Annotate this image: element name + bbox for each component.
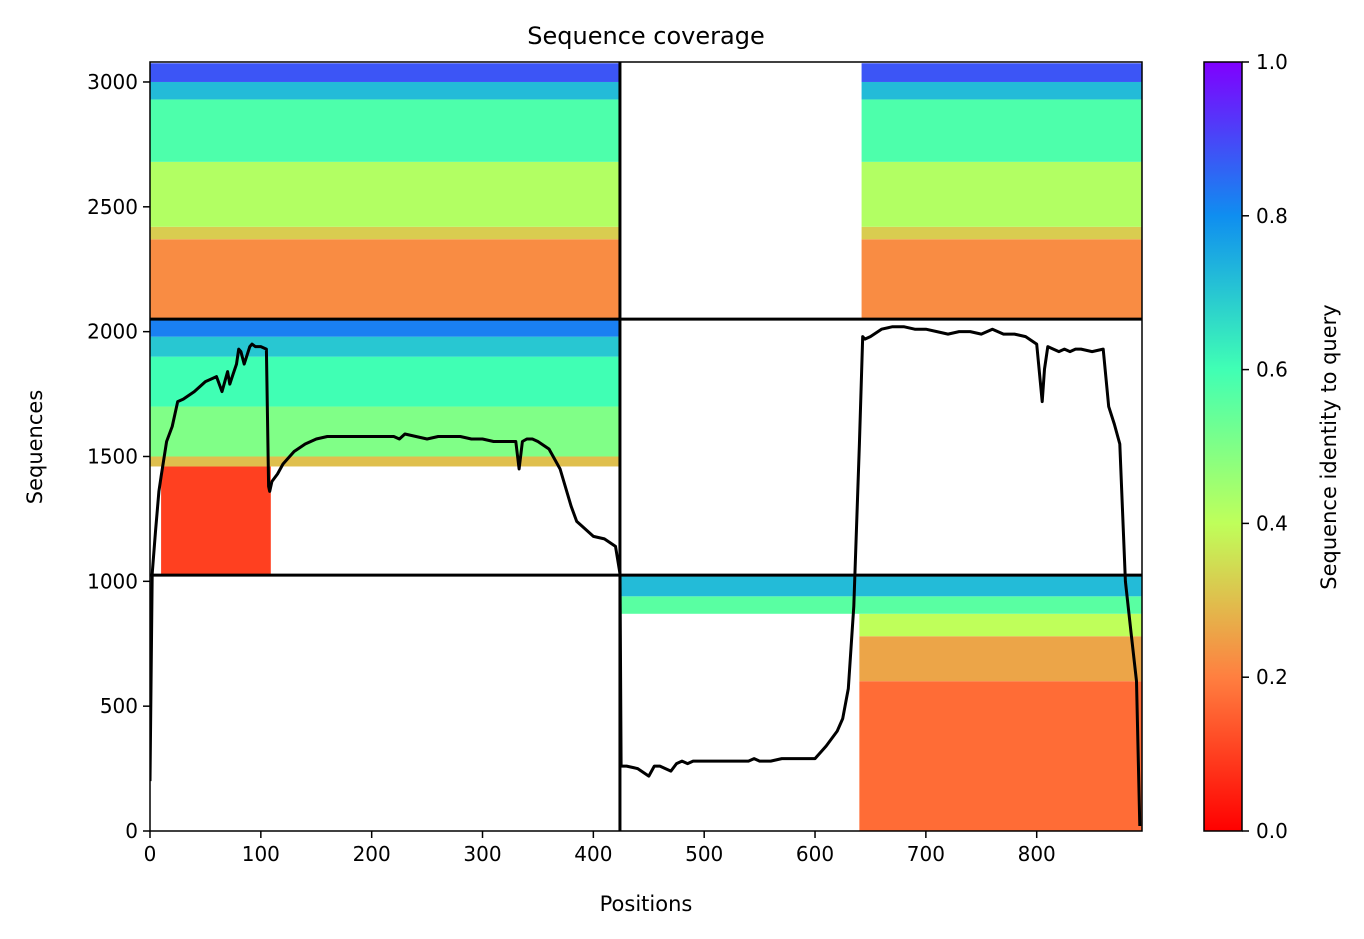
x-tick-label: 0 [144, 842, 157, 866]
x-tick-label: 300 [463, 842, 501, 866]
colorbar: 0.0 0.2 0.4 0.6 0.8 1.0 Sequence identity to … [1203, 50, 1341, 843]
identity-band [150, 319, 620, 337]
x-tick-label: 200 [353, 842, 391, 866]
identity-band [859, 681, 1142, 831]
colorbar-tick-label: 0.6 [1256, 358, 1288, 382]
identity-band [861, 81, 1142, 100]
identity-band [619, 575, 1142, 597]
y-tick-label: 3000 [87, 70, 138, 94]
identity-band [861, 63, 1142, 82]
chart-title: Sequence coverage [527, 22, 764, 50]
identity-band [861, 161, 1142, 227]
x-tick-label: 500 [685, 842, 723, 866]
colorbar-gradient [1203, 61, 1243, 832]
y-axis: 0 500 1000 1500 2000 2500 3000 [87, 70, 150, 843]
identity-band [861, 99, 1142, 162]
plot-frame [149, 61, 1143, 832]
identity-band [161, 466, 271, 576]
identity-band [150, 161, 620, 227]
x-axis: 0 100 200 300 400 500 600 700 800 [144, 831, 1056, 866]
identity-band [861, 239, 1142, 320]
identity-band [150, 99, 620, 162]
identity-band [619, 596, 1142, 614]
identity-band [150, 226, 620, 240]
x-axis-label: Positions [600, 892, 693, 916]
x-tick-label: 600 [796, 842, 834, 866]
y-tick-label: 1000 [87, 569, 138, 593]
x-tick-label: 800 [1018, 842, 1056, 866]
y-tick-label: 0 [125, 819, 138, 843]
identity-band [859, 613, 1142, 637]
x-tick-label: 700 [907, 842, 945, 866]
identity-band [150, 406, 620, 457]
colorbar-tick-label: 0.8 [1256, 204, 1288, 228]
identity-band [150, 239, 620, 320]
plot-area [150, 62, 1142, 831]
identity-band [861, 226, 1142, 240]
colorbar-tick-label: 0.2 [1256, 665, 1288, 689]
identity-band [150, 456, 620, 467]
x-tick-label: 100 [242, 842, 280, 866]
colorbar-label: Sequence identity to query [1317, 304, 1341, 589]
colorbar-tick-label: 0.4 [1256, 511, 1288, 535]
identity-band [150, 63, 620, 82]
y-axis-label: Sequences [23, 390, 47, 505]
y-tick-label: 500 [100, 694, 138, 718]
y-tick-label: 1500 [87, 444, 138, 468]
identity-band [150, 356, 620, 407]
identity-band [859, 636, 1142, 682]
coverage-heatmap [150, 63, 1142, 831]
identity-band [150, 81, 620, 100]
colorbar-tick-label: 1.0 [1256, 50, 1288, 74]
identity-band [150, 336, 620, 357]
y-tick-label: 2500 [87, 195, 138, 219]
colorbar-ticks: 0.0 0.2 0.4 0.6 0.8 1.0 [1242, 50, 1288, 843]
x-tick-label: 400 [574, 842, 612, 866]
coverage-line [150, 325, 1142, 827]
y-tick-label: 2000 [87, 320, 138, 344]
colorbar-tick-label: 0.0 [1256, 819, 1288, 843]
